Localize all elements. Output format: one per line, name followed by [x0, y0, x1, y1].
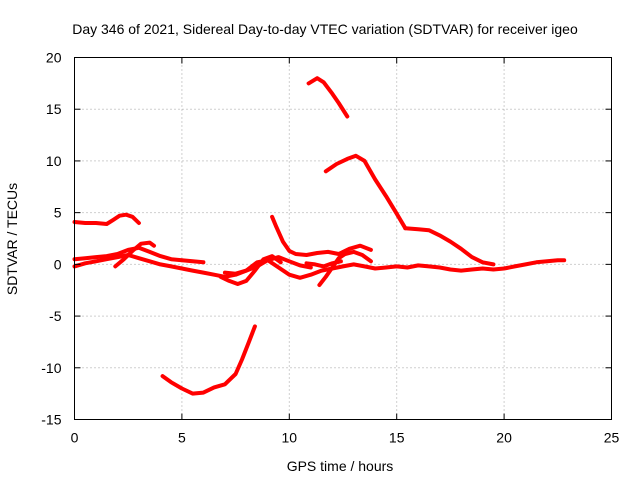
- series-arc-spike-9: [270, 214, 373, 257]
- y-tick-label: 10: [46, 153, 62, 169]
- series-arc-low-spike: [317, 249, 373, 287]
- y-tick-label: -15: [41, 412, 61, 428]
- x-tick-label: 25: [604, 430, 620, 446]
- y-tick-label: 5: [54, 205, 62, 221]
- series-arc-high-left: [72, 212, 141, 226]
- series-arc-bridge: [304, 259, 343, 269]
- series-arc-peak-10: [323, 153, 408, 231]
- series-arc-mid-dip: [218, 254, 283, 286]
- x-tick-label: 20: [496, 430, 512, 446]
- x-axis-label: GPS time / hours: [287, 458, 394, 474]
- y-tick-label: 0: [54, 256, 62, 272]
- series-group: [72, 76, 567, 396]
- x-tick-label: 10: [282, 430, 298, 446]
- series-arc-tail-decline: [403, 226, 496, 267]
- y-tick-label: 15: [46, 101, 62, 117]
- plot-frame: [74, 57, 612, 420]
- x-tick-label: 5: [178, 430, 186, 446]
- chart-title: Day 346 of 2021, Sidereal Day-to-day VTE…: [72, 21, 578, 37]
- y-axis-label: SDTVAR / TECUs: [4, 183, 20, 295]
- y-tick-label: 20: [46, 50, 62, 66]
- y-tick-label: -10: [41, 360, 61, 376]
- series-arc-baseline-1: [72, 253, 567, 280]
- x-tick-label: 0: [71, 430, 79, 446]
- series-arc-baseline-3: [222, 255, 313, 276]
- y-tick-label: -5: [49, 308, 62, 324]
- axis-ticks: 0 5 10 15 20 25 -15 -10 -5 0 5 10 15 20: [41, 50, 619, 446]
- x-tick-label: 15: [389, 430, 405, 446]
- series-arc-rise-2: [113, 240, 156, 269]
- series-arc-peak-18: [306, 76, 350, 119]
- series-arc-neg-big: [160, 324, 257, 396]
